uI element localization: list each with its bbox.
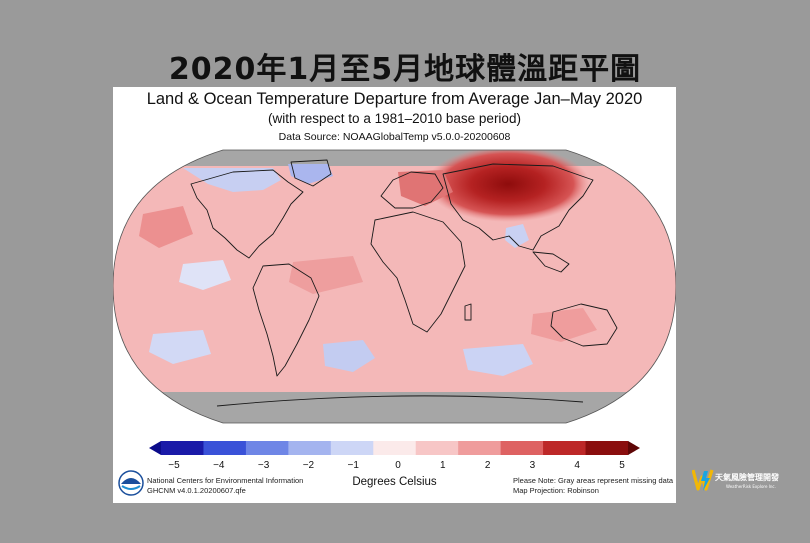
tropical-warm-band (289, 256, 363, 294)
antarctica-outline (216, 395, 584, 407)
colorbar-tick-label: 3 (529, 460, 536, 471)
south-atlantic-cool-patch (323, 340, 375, 372)
greenland-outline (290, 159, 332, 187)
south-pacific-cool-patch (149, 330, 211, 364)
europe-warm-patch (398, 170, 453, 206)
colorbar-segment (373, 441, 417, 455)
footer-left-line1: National Centers for Environmental Infor… (147, 476, 304, 485)
colorbar-segment (161, 441, 204, 455)
map-subtitle: (with respect to a 1981–2010 base period… (268, 111, 521, 126)
colorbar-segment (203, 441, 247, 455)
siberia-warm-anomaly (426, 150, 590, 222)
colorbar-segment (415, 441, 459, 455)
temperature-anomaly-map (113, 149, 676, 424)
colorbar-segment (543, 441, 587, 455)
australia-outline (550, 303, 618, 347)
europe-outline (380, 171, 444, 209)
brand-logo: 天氣風險管理開發 WeatherRisk Explore Inc. (692, 467, 804, 497)
north-america-cool-patch (183, 168, 281, 192)
colorbar (149, 441, 640, 455)
south-america-outline (252, 263, 320, 377)
map-data-source: Data Source: NOAAGlobalTemp v5.0.0-20200… (278, 131, 511, 143)
africa-outline (370, 211, 466, 333)
colorbar-tick-label: −4 (213, 460, 225, 471)
colorbar-tick-label: −5 (168, 460, 180, 471)
footer-right: Please Note: Gray areas represent missin… (513, 476, 673, 496)
map-border (113, 149, 676, 424)
southern-ocean-cool-patch (463, 344, 533, 376)
brand-name: 天氣風險管理開發 (715, 473, 779, 482)
asia-outline (442, 163, 594, 251)
colorbar-tick-label: 4 (574, 460, 580, 471)
greenland-cool-patch (288, 164, 333, 184)
brand-subtitle: WeatherRisk Explore Inc. (726, 484, 776, 489)
colorbar-segment (245, 441, 289, 455)
colorbar-segment (330, 441, 374, 455)
north-america-outline (190, 169, 304, 259)
indian-ocean-warm-patch (531, 308, 597, 342)
page-title: 2020年1月至5月地球體溫距平圖 (168, 52, 642, 87)
colorbar-tick-label: −1 (347, 460, 359, 471)
arctic-missing-data (113, 150, 676, 166)
colorbar-tick-label: 2 (484, 460, 491, 471)
footer-right-line1: Please Note: Gray areas represent missin… (513, 476, 674, 485)
colorbar-segment (288, 441, 332, 455)
colorbar-low-arrow (149, 441, 161, 455)
colorbar-tick-label: 0 (395, 460, 401, 471)
colorbar-tick-label: 5 (619, 460, 625, 471)
colorbar-segment (585, 441, 629, 455)
southeast-asia-outline (532, 251, 570, 273)
madagascar-outline (464, 303, 472, 321)
map-card: Land & Ocean Temperature Departure from … (113, 87, 676, 503)
west-pacific-cool-patch (179, 260, 231, 290)
india-cool-patch (505, 224, 529, 248)
footer-right-line2: Map Projection: Robinson (513, 486, 599, 495)
colorbar-high-arrow (628, 441, 640, 455)
colorbar-units: Degrees Celsius (352, 476, 437, 488)
colorbar-tick-label: 1 (440, 460, 446, 471)
antarctic-missing-data (113, 392, 676, 423)
pacific-warm-patch (139, 206, 193, 248)
noaa-logo (118, 470, 144, 496)
brand-w-icon (692, 469, 714, 491)
colorbar-tick-label: −2 (302, 460, 315, 471)
colorbar-tick-label: −3 (257, 460, 270, 471)
footer-left-line2: GHCNM v4.0.1.20200607.qfe (147, 486, 246, 495)
colorbar-segment (500, 441, 544, 455)
footer-left: National Centers for Environmental Infor… (147, 476, 303, 496)
map-title: Land & Ocean Temperature Departure from … (146, 90, 643, 108)
colorbar-segment (458, 441, 502, 455)
